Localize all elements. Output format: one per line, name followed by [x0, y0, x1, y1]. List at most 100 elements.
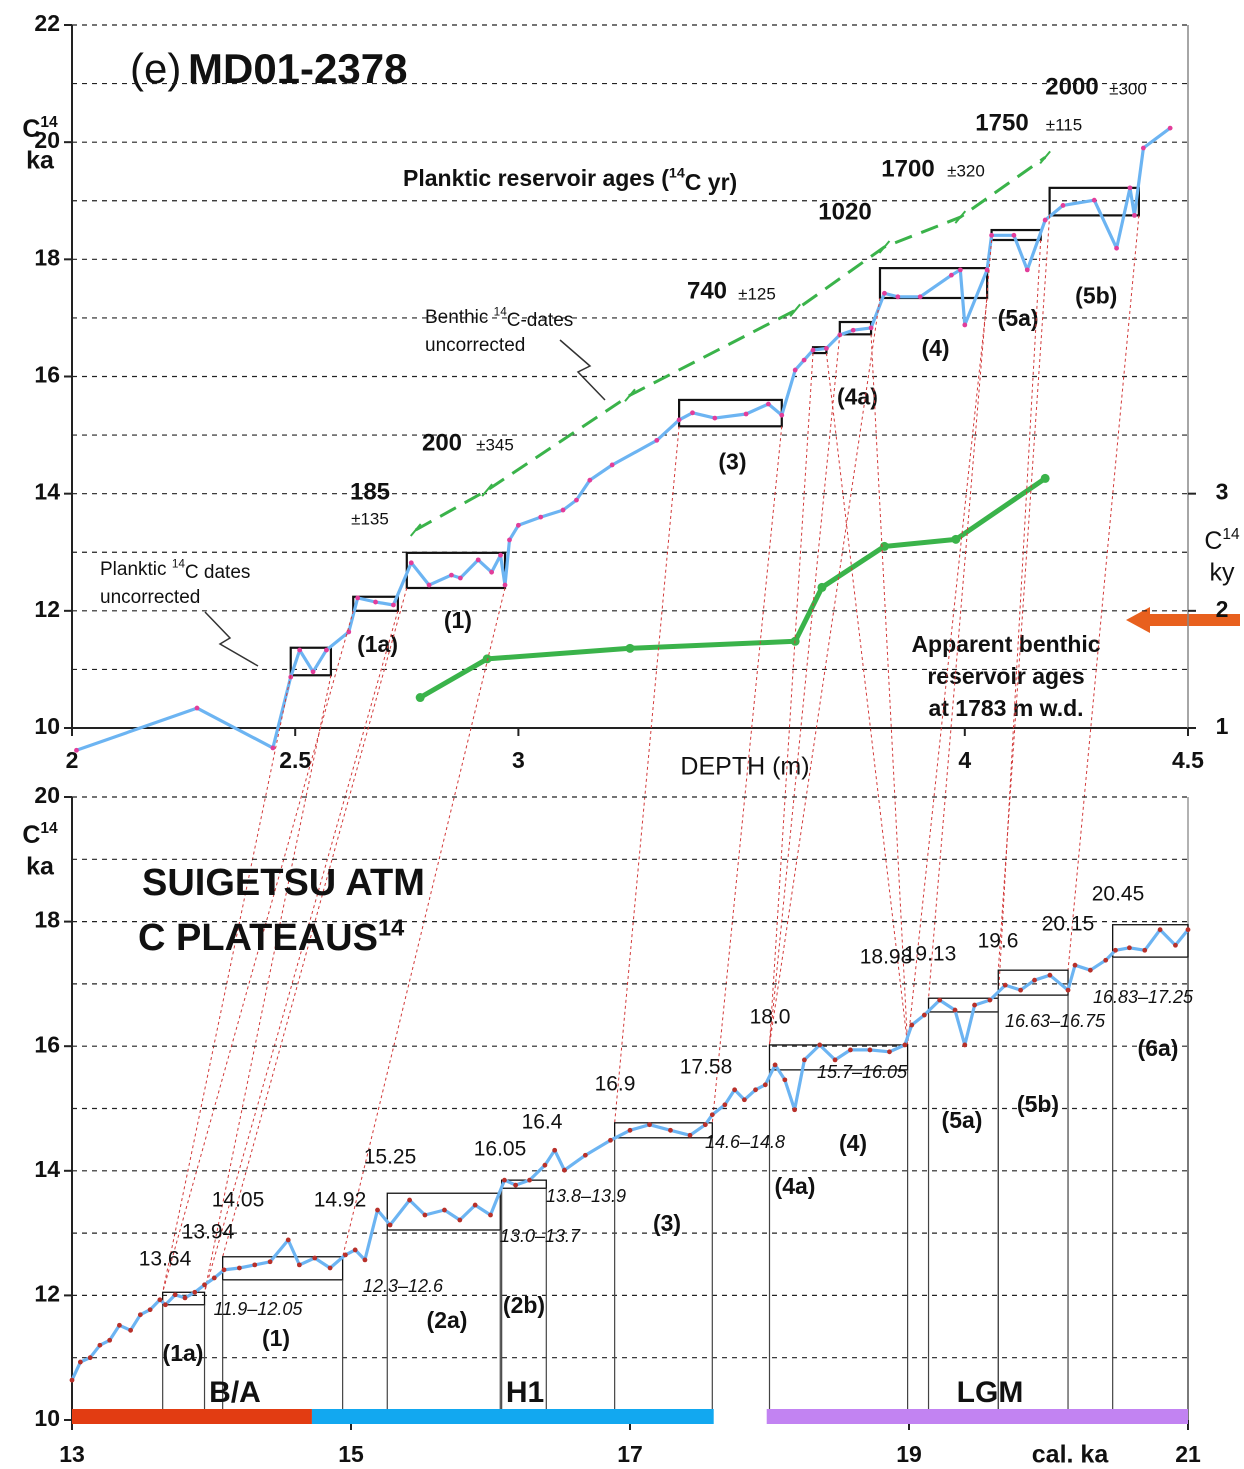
point [608, 1137, 613, 1143]
point [182, 1295, 188, 1301]
point [952, 1007, 958, 1013]
point [817, 1042, 823, 1048]
point [327, 1265, 333, 1271]
plateau-range: 16.63–16.75 [1005, 1011, 1106, 1031]
point [625, 643, 635, 653]
point [542, 1162, 548, 1168]
point [407, 1197, 412, 1203]
rich-text: C14 [1204, 526, 1240, 554]
reservoir-uncertainty: ±320 [947, 161, 985, 180]
point [647, 1122, 652, 1128]
note-arrow [204, 611, 259, 667]
x-axis-label: cal. ka [1032, 1441, 1110, 1469]
plateau-label: (6a) [1138, 1035, 1179, 1061]
point [346, 629, 352, 635]
y2-tick-label: 2 [1216, 596, 1229, 622]
x-tick-label: 2.5 [279, 747, 311, 773]
reservoir-uncertainty: ±300 [1109, 79, 1147, 98]
point [741, 1097, 747, 1103]
superscript: 14 [172, 558, 186, 571]
text-line: ky [1210, 559, 1236, 587]
reservoir-uncertainty: ±135 [351, 509, 389, 528]
plateau-range: 13.0–13.7 [500, 1226, 581, 1246]
plateau-range: 13.8–13.9 [546, 1186, 626, 1206]
point [1002, 982, 1008, 988]
plateau-label: (5b) [1075, 282, 1117, 308]
point [1011, 232, 1017, 238]
tick-cross [624, 388, 636, 402]
plateau-box [289, 646, 333, 677]
point [574, 497, 579, 503]
point [270, 745, 276, 751]
correlation-line [870, 334, 909, 1045]
point [984, 267, 990, 273]
point [1032, 977, 1037, 983]
superscript: 14 [40, 114, 58, 131]
point [489, 569, 495, 575]
plateau-range: 11.9–12.05 [214, 1299, 304, 1319]
point [516, 522, 521, 528]
boundary-age: 19.13 [904, 943, 957, 966]
point [937, 997, 943, 1003]
point [779, 412, 785, 418]
correlation-line [769, 334, 841, 1046]
point [498, 552, 503, 558]
correlation-line [928, 239, 993, 999]
point [562, 1167, 567, 1173]
reservoir-uncertainty: ±115 [1046, 115, 1082, 134]
point [1042, 217, 1048, 223]
point [1173, 942, 1178, 948]
plateau-label: (4) [839, 1130, 867, 1156]
boundary-age: 20.15 [1042, 913, 1095, 936]
rich-text: Planktic 14C dates [100, 558, 250, 583]
text-line: uncorrected [425, 335, 525, 356]
correlation-line [997, 215, 1051, 971]
point [482, 654, 492, 664]
period-bar [72, 1409, 312, 1424]
point [1113, 947, 1118, 953]
point [297, 647, 303, 653]
plateau-label: (2a) [427, 1307, 468, 1333]
correlation-line [769, 353, 814, 1045]
correlation-line [204, 610, 399, 1293]
point [1060, 203, 1066, 208]
text-part: Planktic reservoir ages ( [403, 165, 669, 191]
point [1087, 967, 1093, 973]
boundary-age: 19.6 [978, 930, 1019, 953]
point [202, 1282, 207, 1288]
plateau-box [162, 1291, 206, 1306]
point [989, 232, 994, 238]
plateau-label: (4) [921, 335, 949, 361]
point [753, 1087, 758, 1093]
point [237, 1265, 242, 1271]
point [69, 1377, 75, 1383]
period-label: B/A [209, 1376, 261, 1409]
plateau-box [768, 1044, 909, 1071]
point [949, 272, 954, 278]
plateau-range: 15.7–16.05 [817, 1062, 908, 1082]
point [1127, 945, 1132, 951]
point [582, 1152, 588, 1158]
correlation-line [342, 587, 506, 1257]
point [422, 1212, 428, 1218]
point [163, 1302, 168, 1308]
point [687, 1132, 693, 1138]
tick-cross [409, 523, 422, 537]
point [267, 1259, 273, 1265]
point [172, 1292, 178, 1298]
reservoir-age: 740 [687, 277, 727, 304]
correlation-line [997, 239, 1042, 999]
x-tick-label: 2 [66, 747, 79, 773]
point [117, 1322, 122, 1328]
point [951, 534, 961, 544]
point [415, 693, 425, 703]
point [824, 345, 829, 351]
point [137, 1312, 143, 1318]
plateau-range: 12.3–12.6 [363, 1276, 444, 1296]
x-tick-label: 19 [896, 1441, 922, 1467]
heading: SUIGETSU ATM [142, 862, 425, 904]
plateau-box [878, 267, 989, 300]
point [850, 327, 856, 333]
point [74, 747, 79, 753]
point [868, 325, 874, 331]
